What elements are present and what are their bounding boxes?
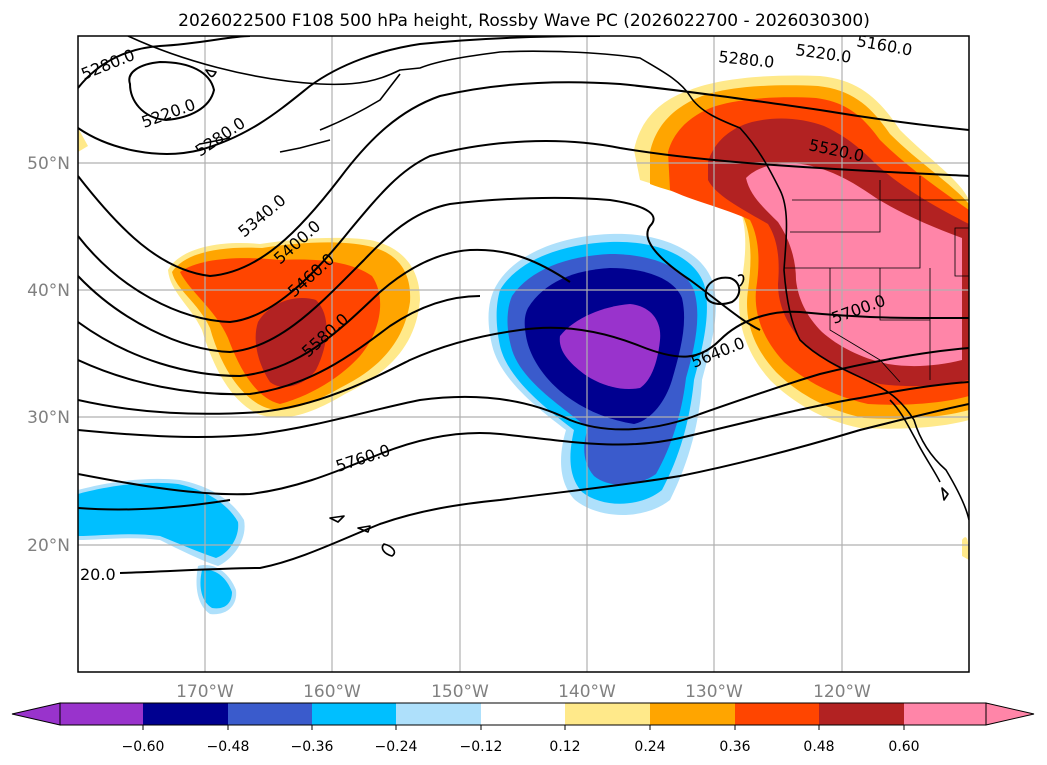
lon-label: 160°W: [303, 682, 361, 702]
colorbar-segment: [565, 703, 650, 725]
map-area: 5280.0 5220.0 5280.0 5340.0 5400.0 5460.…: [78, 36, 969, 672]
lon-label: 150°W: [431, 682, 489, 702]
colorbar-segment: [650, 703, 735, 725]
state-borders: [784, 176, 969, 383]
lon-label: 120°W: [813, 682, 871, 702]
colorbar-segment: [396, 703, 481, 725]
lat-label: 40°N: [27, 281, 70, 301]
colorbar-segment: [481, 703, 565, 725]
colorbar-label: −0.36: [291, 739, 334, 755]
small-positive-anomaly-nw: [78, 128, 88, 152]
colorbar-label: 0.60: [888, 739, 919, 755]
latitude-labels: 50°N 40°N 30°N 20°N: [27, 154, 70, 556]
contour-label: 20.0: [80, 565, 116, 584]
colorbar-segments: [12, 703, 1034, 725]
colorbar-segment: [143, 703, 228, 725]
colorbar-segment: [819, 703, 904, 725]
colorbar-label: 0.48: [803, 739, 834, 755]
colorbar: −0.60 −0.48 −0.36 −0.24 −0.12 0.12 0.24 …: [11, 702, 1035, 755]
lat-label: 20°N: [27, 536, 70, 556]
map-title: 2026022500 F108 500 hPa height, Rossby W…: [178, 11, 870, 31]
colorbar-extend-low: [12, 703, 60, 725]
lat-label: 50°N: [27, 154, 70, 174]
colorbar-label: −0.12: [460, 739, 503, 755]
positive-anomaly-central-pacific: [168, 237, 420, 418]
colorbar-label: 0.36: [719, 739, 750, 755]
colorbar-segment: [60, 703, 143, 725]
lon-label: 140°W: [558, 682, 616, 702]
map-frame: [77, 35, 970, 673]
colorbar-label: −0.48: [207, 739, 250, 755]
colorbar-segment: [735, 703, 819, 725]
lon-label: 130°W: [685, 682, 743, 702]
colorbar-label: −0.24: [375, 739, 418, 755]
coastlines: [127, 36, 969, 557]
colorbar-extend-high: [986, 703, 1034, 725]
positive-anomaly-west-coast: [634, 75, 969, 429]
colorbar-label: 0.24: [634, 739, 665, 755]
colorbar-outline: [59, 702, 987, 726]
colorbar-segment: [312, 703, 396, 725]
lon-label: 170°W: [176, 682, 234, 702]
small-positive-anomaly-se: [962, 537, 969, 560]
gridlines: [78, 36, 969, 672]
colorbar-tick-labels: −0.60 −0.48 −0.36 −0.24 −0.12 0.12 0.24 …: [122, 739, 920, 755]
colorbar-label: 0.12: [549, 739, 580, 755]
colorbar-segment: [228, 703, 312, 725]
colorbar-ticks: [142, 725, 905, 730]
lat-label: 30°N: [27, 408, 70, 428]
negative-anomaly-hawaii-region: [78, 478, 245, 615]
longitude-labels: 170°W 160°W 150°W 140°W 130°W 120°W: [176, 682, 871, 702]
height-contours: [78, 36, 969, 574]
colorbar-segment: [904, 703, 986, 725]
colorbar-label: −0.60: [122, 739, 165, 755]
